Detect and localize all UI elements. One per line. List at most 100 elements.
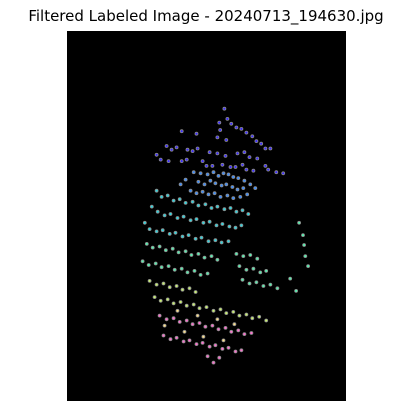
data-point bbox=[186, 148, 189, 151]
data-point bbox=[181, 288, 184, 291]
data-point bbox=[201, 341, 204, 344]
data-point bbox=[220, 184, 223, 187]
data-point bbox=[211, 164, 214, 167]
data-point bbox=[212, 171, 215, 174]
data-point bbox=[275, 171, 278, 174]
data-point bbox=[230, 330, 233, 333]
data-point bbox=[198, 307, 201, 310]
data-point bbox=[224, 326, 227, 329]
data-point bbox=[251, 135, 254, 138]
data-point bbox=[192, 171, 195, 174]
data-point bbox=[188, 287, 191, 290]
data-point bbox=[242, 187, 245, 190]
data-point bbox=[232, 310, 235, 313]
data-point bbox=[248, 282, 251, 285]
data-point bbox=[304, 255, 307, 258]
data-point bbox=[298, 221, 301, 224]
data-point bbox=[178, 320, 181, 323]
data-point bbox=[220, 241, 223, 244]
data-point bbox=[265, 269, 268, 272]
data-point bbox=[175, 146, 178, 149]
data-point bbox=[218, 356, 221, 359]
data-point bbox=[197, 252, 200, 255]
data-point bbox=[262, 284, 265, 288]
data-point bbox=[214, 182, 217, 185]
data-point bbox=[241, 278, 244, 281]
data-point bbox=[147, 263, 150, 267]
data-point bbox=[219, 195, 222, 198]
data-point bbox=[178, 198, 181, 201]
data-point bbox=[184, 201, 187, 204]
data-point bbox=[227, 240, 230, 243]
data-point bbox=[187, 234, 190, 237]
data-point bbox=[235, 126, 238, 129]
data-point bbox=[209, 179, 212, 182]
data-point bbox=[176, 309, 179, 312]
data-point bbox=[289, 277, 292, 280]
data-point bbox=[159, 158, 162, 161]
data-point bbox=[228, 225, 231, 228]
data-point bbox=[164, 249, 167, 252]
data-point bbox=[193, 269, 196, 272]
data-point bbox=[150, 205, 153, 208]
data-point bbox=[219, 308, 222, 311]
data-point bbox=[199, 273, 202, 276]
data-point bbox=[206, 272, 209, 275]
data-point bbox=[148, 279, 151, 282]
data-point bbox=[143, 221, 146, 224]
data-point bbox=[243, 151, 246, 154]
series-2 bbox=[178, 170, 258, 201]
data-point bbox=[205, 306, 208, 309]
data-point bbox=[231, 185, 234, 189]
data-point bbox=[179, 300, 182, 304]
data-point bbox=[158, 314, 161, 317]
data-point bbox=[276, 287, 279, 290]
data-point bbox=[230, 122, 233, 125]
data-point bbox=[155, 189, 158, 192]
data-point bbox=[232, 197, 235, 200]
data-point bbox=[195, 192, 198, 195]
data-point bbox=[194, 237, 197, 240]
data-point bbox=[234, 165, 237, 169]
data-point bbox=[214, 239, 217, 242]
points-layer bbox=[140, 106, 310, 365]
data-point bbox=[216, 136, 219, 139]
data-point bbox=[196, 314, 199, 317]
data-point bbox=[256, 257, 259, 260]
series-6 bbox=[157, 313, 254, 365]
data-point bbox=[175, 284, 178, 288]
data-point bbox=[222, 172, 225, 175]
data-point bbox=[184, 250, 187, 253]
data-point bbox=[205, 164, 208, 167]
data-point bbox=[185, 319, 188, 322]
data-point bbox=[197, 204, 200, 207]
data-point bbox=[234, 350, 237, 353]
data-point bbox=[221, 222, 224, 226]
data-point bbox=[163, 324, 166, 327]
data-point bbox=[303, 243, 306, 247]
data-point bbox=[167, 160, 170, 163]
data-point bbox=[218, 121, 221, 124]
data-point bbox=[255, 140, 258, 143]
data-point bbox=[184, 178, 187, 181]
data-point bbox=[204, 325, 207, 328]
data-point bbox=[188, 339, 191, 342]
data-point bbox=[210, 255, 213, 258]
data-point bbox=[213, 192, 216, 195]
data-point bbox=[173, 268, 176, 271]
data-point bbox=[238, 314, 241, 317]
data-point bbox=[156, 210, 159, 213]
data-point bbox=[238, 265, 241, 268]
data-point bbox=[186, 271, 189, 274]
data-point bbox=[226, 117, 229, 120]
data-point bbox=[190, 253, 193, 257]
data-point bbox=[260, 142, 263, 145]
data-point bbox=[249, 253, 252, 257]
series-5 bbox=[147, 279, 269, 323]
data-point bbox=[240, 224, 243, 227]
data-point bbox=[195, 218, 198, 221]
data-point bbox=[191, 150, 194, 153]
data-point bbox=[235, 210, 238, 213]
data-point bbox=[166, 194, 169, 197]
